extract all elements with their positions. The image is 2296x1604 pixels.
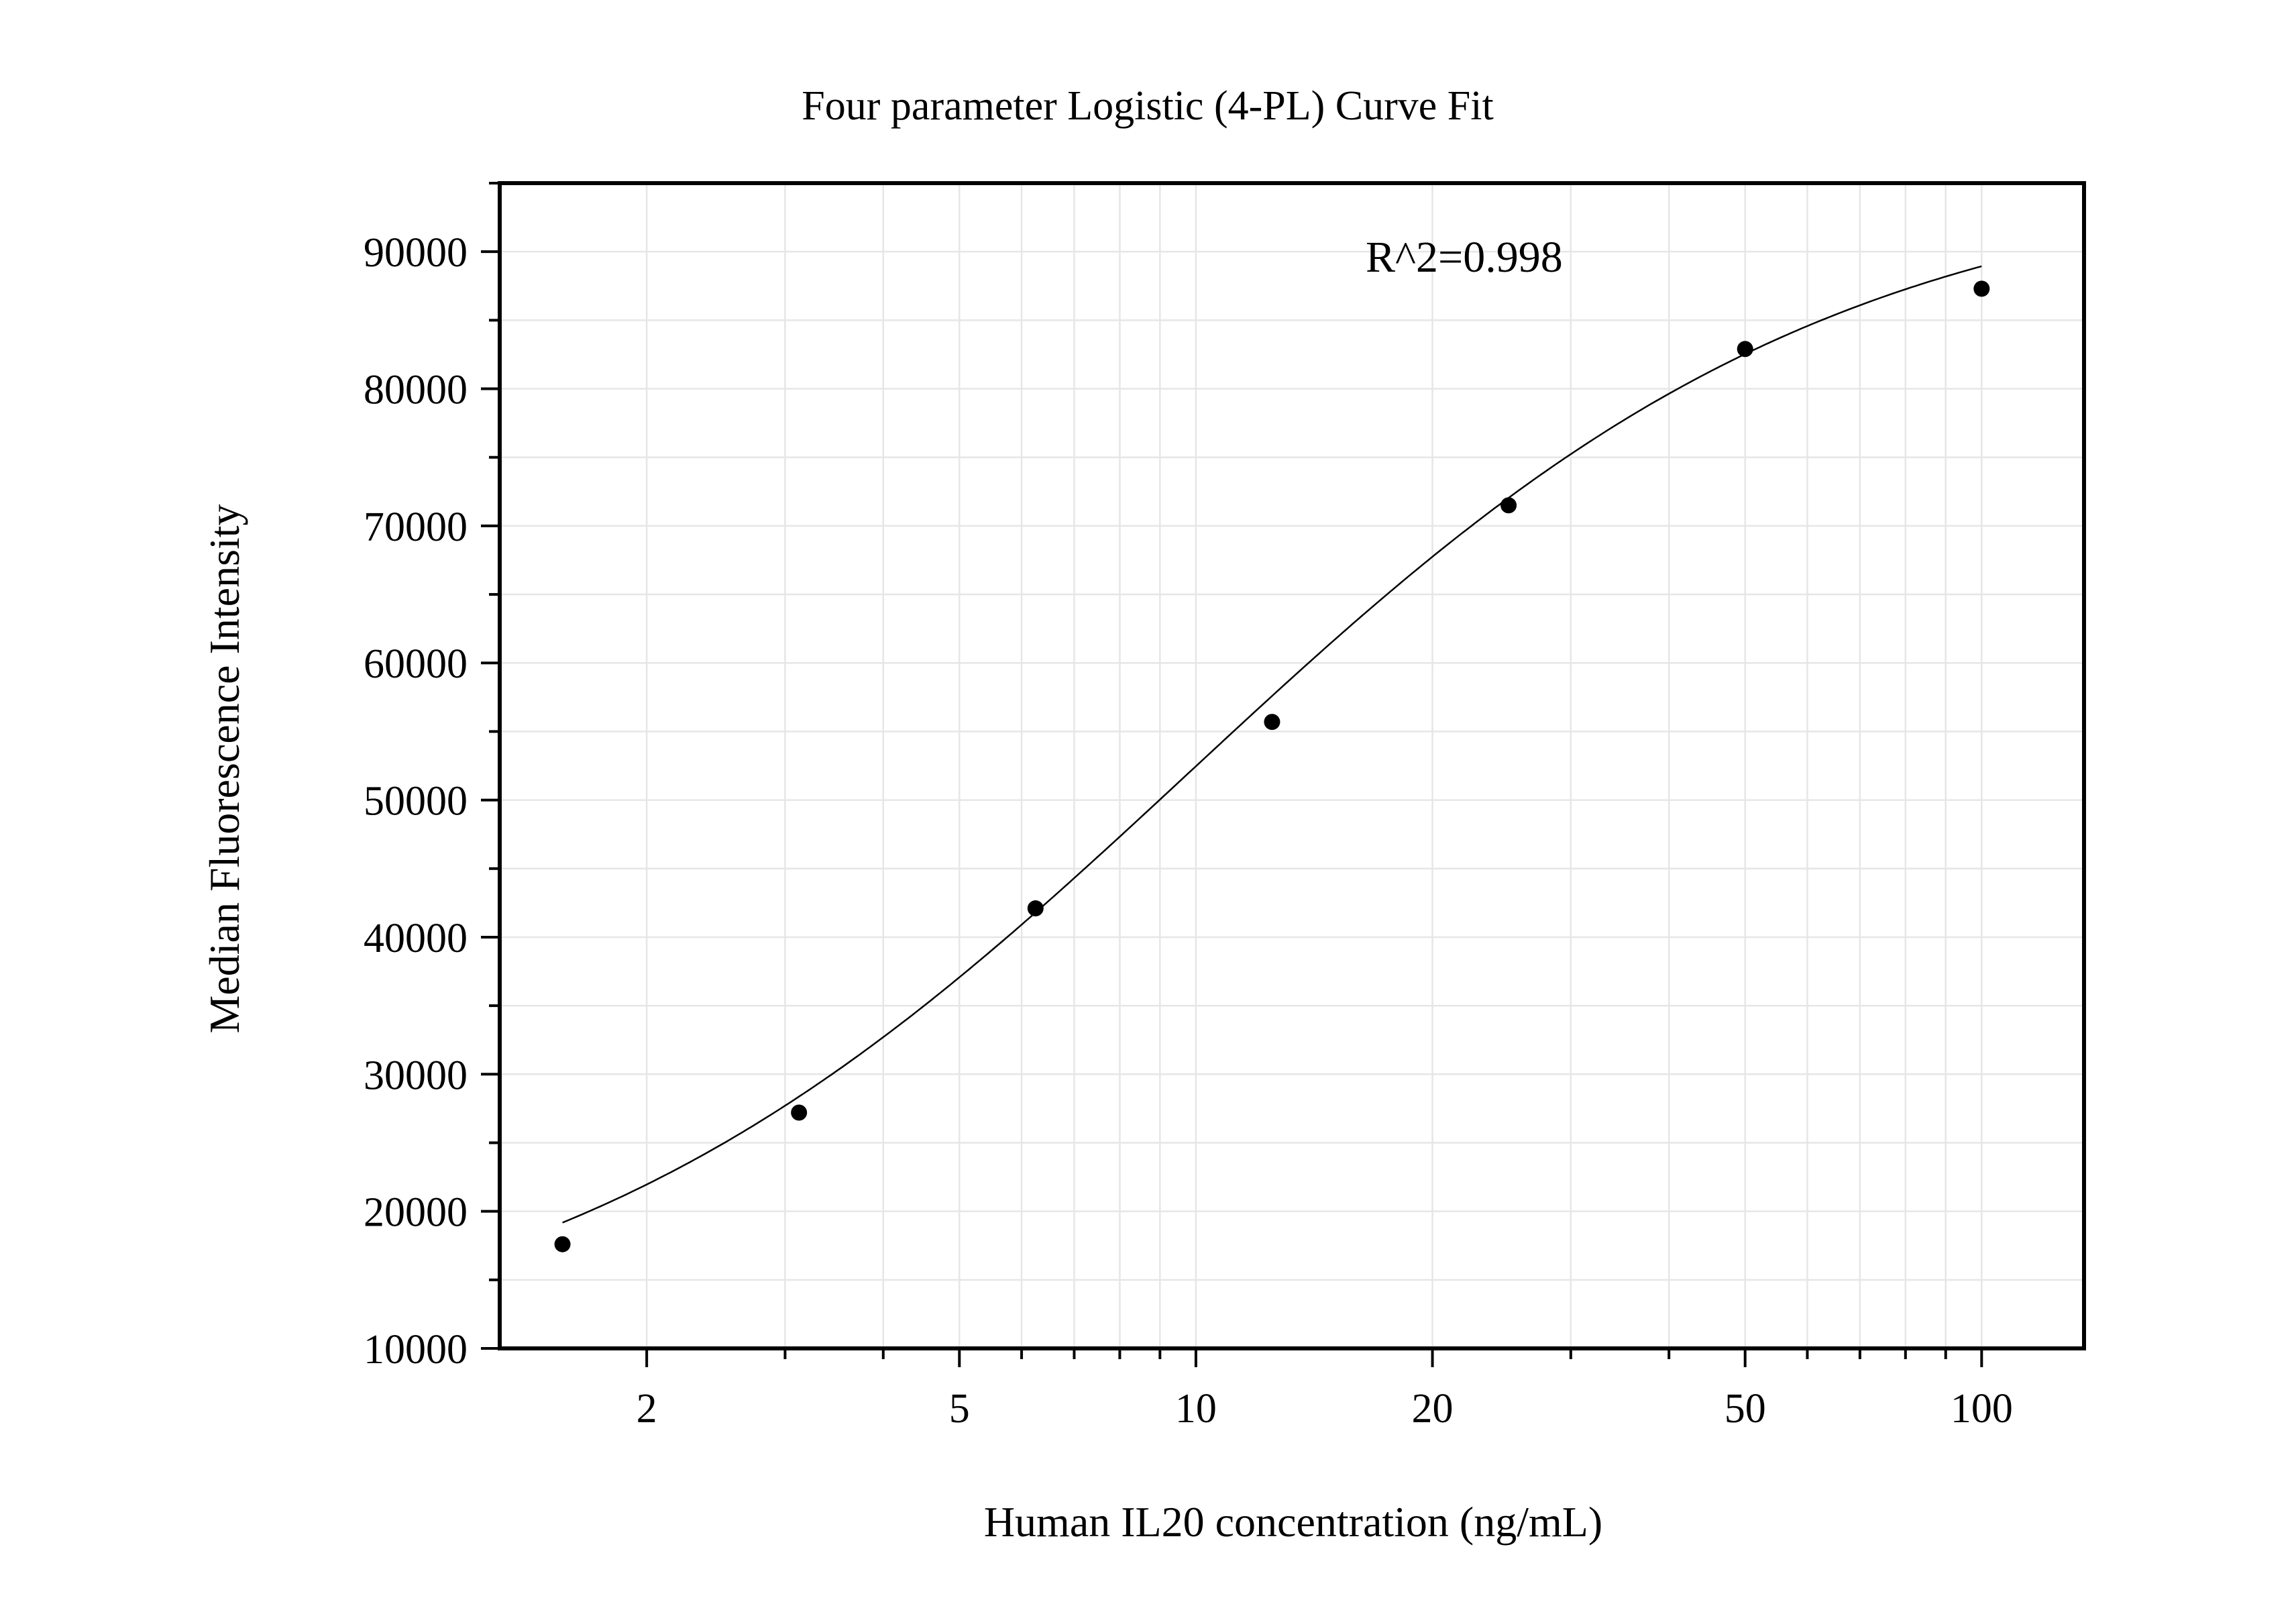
x-tick-label: 100 [1951, 1386, 2013, 1432]
data-point [1737, 341, 1753, 358]
data-point [1027, 900, 1044, 917]
y-tick-label: 70000 [364, 504, 468, 550]
y-tick-label: 80000 [364, 368, 468, 413]
y-tick-label: 10000 [364, 1327, 468, 1373]
x-tick-label: 5 [949, 1386, 970, 1432]
y-tick-label: 30000 [364, 1053, 468, 1098]
data-point [1264, 714, 1280, 731]
y-tick-label: 50000 [364, 779, 468, 824]
fit-curve [562, 265, 1982, 1224]
data-point [791, 1104, 808, 1121]
y-axis-title: Median Fluorescence Intensity [201, 504, 248, 1033]
y-tick-label: 90000 [364, 230, 468, 276]
data-point [1500, 497, 1517, 514]
data-points [554, 280, 1990, 1252]
chart-title: Four parameter Logistic (4-PL) Curve Fit [802, 83, 1493, 129]
x-tick-labels: 2 5 10 20 50 100 [637, 1386, 2013, 1432]
y-tick-label: 20000 [364, 1190, 468, 1236]
data-point [554, 1236, 571, 1252]
axis-ticks [481, 182, 1983, 1367]
x-axis-title: Human IL20 concentration (ng/mL) [984, 1498, 1602, 1546]
x-tick-label: 10 [1175, 1386, 1217, 1432]
y-tick-label: 60000 [364, 641, 468, 687]
y-tick-label: 40000 [364, 916, 468, 961]
plot-frame [498, 181, 2086, 1350]
data-point [1973, 280, 1990, 297]
y-tick-labels: 10000 20000 30000 40000 50000 60000 70000 80000… [364, 230, 468, 1373]
x-tick-label: 2 [637, 1386, 657, 1432]
grid [500, 183, 2084, 1348]
x-tick-label: 50 [1725, 1386, 1766, 1432]
x-tick-label: 20 [1412, 1386, 1454, 1432]
r-squared-annotation: R^2=0.998 [1366, 233, 1563, 282]
